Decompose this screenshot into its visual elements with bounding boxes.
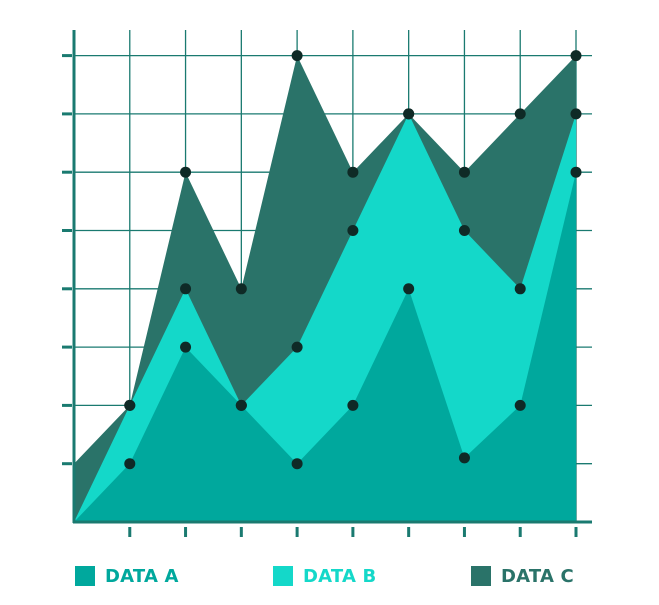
data-point-data-b (347, 225, 359, 236)
data-point-data-c (403, 108, 415, 120)
legend-swatch-data-c (471, 566, 491, 586)
legend: DATA A DATA B DATA C (0, 560, 659, 592)
data-markers (124, 50, 582, 470)
data-point-data-a (458, 452, 470, 464)
data-point-data-a (180, 341, 192, 353)
data-point-data-a (124, 458, 136, 470)
legend-label-data-c: DATA C (501, 565, 574, 587)
data-point-data-b (514, 283, 526, 295)
data-point-data-a (403, 283, 415, 295)
legend-item-data-a: DATA A (75, 560, 179, 592)
legend-label-data-a: DATA A (105, 565, 179, 587)
data-point-data-c (347, 166, 359, 178)
legend-swatch-data-a (75, 566, 95, 586)
data-point-data-c (458, 166, 470, 178)
data-point-data-b (235, 399, 247, 411)
axes (72, 30, 592, 524)
legend-label-data-b: DATA B (303, 565, 377, 587)
data-point-data-c (180, 166, 192, 178)
data-point-data-a (291, 458, 303, 470)
data-point-data-a (570, 166, 582, 178)
data-point-data-b (458, 225, 470, 236)
data-point-data-c (124, 399, 136, 411)
data-point-data-a (514, 399, 526, 411)
data-point-data-a (347, 399, 359, 411)
data-point-data-c (514, 108, 526, 120)
data-point-data-b (180, 283, 192, 295)
data-point-data-c (570, 50, 582, 62)
legend-item-data-c: DATA C (471, 560, 574, 592)
data-point-data-c (291, 50, 303, 62)
data-point-data-b (570, 108, 582, 120)
data-point-data-b (291, 341, 303, 353)
axis-ticks (62, 54, 578, 537)
data-point-data-c (235, 283, 247, 295)
legend-swatch-data-b (273, 566, 293, 586)
area-data-a (74, 172, 576, 522)
series-areas (74, 55, 576, 523)
legend-item-data-b: DATA B (273, 560, 376, 592)
